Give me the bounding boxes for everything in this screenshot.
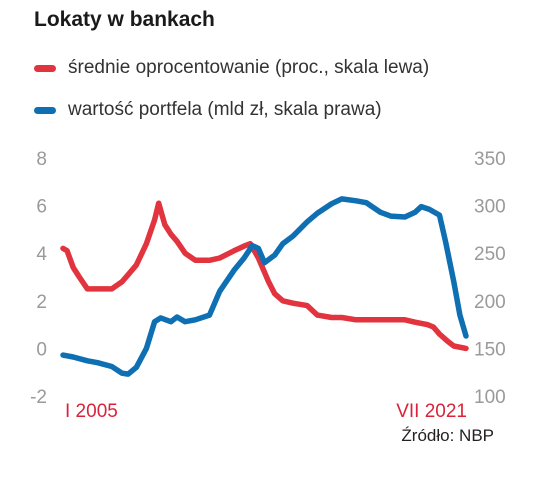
- series-lines: [60, 196, 469, 377]
- right-tick-label: 200: [474, 292, 506, 313]
- chart-title: Lokaty w bankach: [34, 8, 215, 31]
- right-tick-label: 350: [474, 149, 506, 170]
- x-label-end: VII 2021: [396, 401, 467, 422]
- left-tick-label: 2: [36, 292, 47, 313]
- left-tick-label: -2: [30, 387, 47, 408]
- x-axis-labels: I 2005 VII 2021: [65, 401, 467, 422]
- legend-label-interest-rate: średnie oprocentowanie (proc., skala lew…: [68, 57, 430, 78]
- source-note: Źródło: NBP: [401, 426, 494, 445]
- left-tick-label: 8: [36, 149, 47, 170]
- left-tick-label: 6: [36, 197, 47, 218]
- right-tick-label: 150: [474, 339, 506, 360]
- series-line-portfolio-value: [60, 196, 469, 377]
- series-line-interest-rate: [60, 200, 469, 352]
- right-tick-label: 100: [474, 387, 506, 408]
- legend-swatch-red: [34, 64, 56, 72]
- left-tick-label: 0: [36, 339, 47, 360]
- legend-item-portfolio-value: wartość portfela (mld zł, skala prawa): [34, 99, 382, 121]
- legend-swatch-blue: [34, 106, 56, 114]
- legend-item-interest-rate: średnie oprocentowanie (proc., skala lew…: [34, 57, 429, 79]
- right-tick-label: 250: [474, 244, 506, 265]
- left-axis-ticks: -2 0 2 4 6 8: [30, 149, 47, 408]
- right-tick-label: 300: [474, 197, 506, 218]
- right-axis-ticks: 100 150 200 250 300 350: [474, 149, 506, 408]
- legend-label-portfolio-value: wartość portfela (mld zł, skala prawa): [68, 99, 382, 120]
- x-label-start: I 2005: [65, 401, 118, 422]
- left-tick-label: 4: [36, 244, 47, 265]
